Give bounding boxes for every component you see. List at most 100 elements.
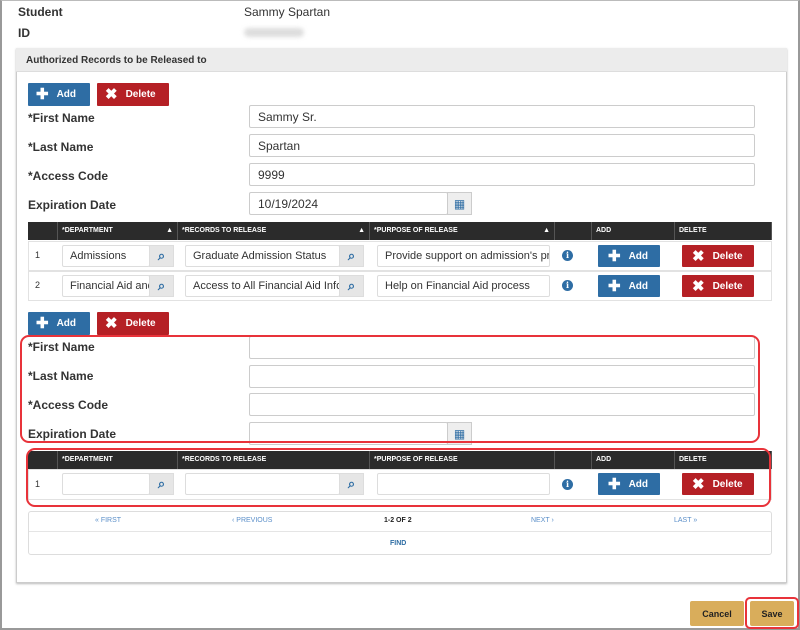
records-input[interactable]: Access to All Financial Aid Information bbox=[185, 275, 340, 297]
col-delete-label: DELETE bbox=[679, 456, 707, 463]
last-name-input-2[interactable] bbox=[249, 365, 755, 388]
col-add-label: ADD bbox=[596, 227, 612, 234]
info-icon[interactable]: i bbox=[562, 478, 573, 490]
expiration-date-label: Expiration Date bbox=[28, 198, 117, 212]
row-delete-button[interactable]: ✖ Delete bbox=[682, 245, 754, 267]
col-purpose[interactable]: *PURPOSE OF RELEASE bbox=[370, 451, 555, 469]
find-link[interactable]: FIND bbox=[390, 540, 407, 547]
col-add: ADD bbox=[592, 222, 675, 240]
info-icon[interactable]: i bbox=[562, 280, 573, 291]
records-input[interactable]: Graduate Admission Status bbox=[185, 245, 340, 267]
purpose-input[interactable]: Provide support on admission's process bbox=[377, 245, 550, 267]
add-label: Add bbox=[628, 280, 649, 292]
col-info bbox=[555, 451, 592, 469]
save-button[interactable]: Save bbox=[750, 601, 794, 626]
highlight-box bbox=[745, 597, 799, 629]
delete-button[interactable]: ✖ Delete bbox=[97, 83, 169, 106]
col-add: ADD bbox=[592, 451, 675, 469]
search-icon[interactable]: ⌕ bbox=[149, 275, 174, 297]
panel-title: Authorized Records to be Released to bbox=[16, 48, 787, 72]
x-icon: ✖ bbox=[692, 247, 705, 265]
row-delete-button[interactable]: ✖ Delete bbox=[682, 473, 754, 495]
student-label: Student bbox=[18, 5, 63, 19]
last-name-input[interactable]: Spartan bbox=[249, 134, 755, 157]
page-status: 1-2 OF 2 bbox=[384, 517, 412, 524]
next-page-link[interactable]: NEXT › bbox=[531, 517, 554, 524]
last-name-label-2: *Last Name bbox=[28, 369, 94, 383]
calendar-icon[interactable]: ▦ bbox=[447, 422, 472, 445]
delete-label: Delete bbox=[712, 250, 743, 262]
add-label: Add bbox=[628, 250, 649, 262]
col-records-label: *RECORDS TO RELEASE bbox=[182, 456, 267, 463]
add-label: Add bbox=[56, 318, 77, 329]
delete-button-2[interactable]: ✖ Delete bbox=[97, 312, 169, 335]
col-add-label: ADD bbox=[596, 456, 612, 463]
first-page-link[interactable]: « FIRST bbox=[95, 517, 122, 524]
col-info bbox=[555, 222, 592, 240]
delete-label: Delete bbox=[712, 280, 743, 292]
delete-label: Delete bbox=[712, 478, 743, 490]
first-name-label-2: *First Name bbox=[28, 340, 95, 354]
cancel-button[interactable]: Cancel bbox=[690, 601, 744, 626]
col-num bbox=[28, 451, 58, 469]
previous-page-link[interactable]: ‹ PREVIOUS bbox=[232, 517, 273, 524]
access-code-label-2: *Access Code bbox=[28, 398, 109, 412]
plus-icon: ✚ bbox=[36, 315, 49, 332]
info-icon[interactable]: i bbox=[562, 250, 573, 261]
department-input[interactable]: Financial Aid and Scholarships bbox=[62, 275, 150, 297]
add-button[interactable]: ✚ Add bbox=[28, 83, 90, 106]
x-icon: ✖ bbox=[692, 277, 705, 295]
pagination bbox=[28, 511, 772, 555]
row-delete-button[interactable]: ✖ Delete bbox=[682, 275, 754, 297]
id-value-blurred bbox=[244, 28, 304, 37]
col-records[interactable]: *RECORDS TO RELEASE ▲ bbox=[178, 222, 370, 240]
col-purpose-label: *PURPOSE OF RELEASE bbox=[374, 456, 458, 463]
purpose-input[interactable] bbox=[377, 473, 550, 495]
col-department[interactable]: *DEPARTMENT ▲ bbox=[58, 222, 178, 240]
plus-icon: ✚ bbox=[36, 86, 49, 103]
expiration-date-input[interactable]: 10/19/2024 bbox=[249, 192, 448, 215]
delete-label: Delete bbox=[125, 89, 156, 100]
col-purpose[interactable]: *PURPOSE OF RELEASE ▲ bbox=[370, 222, 555, 240]
col-records-label: *RECORDS TO RELEASE bbox=[182, 227, 267, 234]
row-number: 1 bbox=[35, 250, 41, 260]
search-icon[interactable]: ⌕ bbox=[339, 275, 364, 297]
col-delete: DELETE bbox=[675, 451, 772, 469]
row-add-button[interactable]: ✚ Add bbox=[598, 473, 660, 495]
col-records[interactable]: *RECORDS TO RELEASE bbox=[178, 451, 370, 469]
col-num bbox=[28, 222, 58, 240]
purpose-input[interactable]: Help on Financial Aid process bbox=[377, 275, 550, 297]
last-name-label: *Last Name bbox=[28, 140, 94, 154]
col-delete-label: DELETE bbox=[679, 227, 707, 234]
divider bbox=[29, 531, 771, 532]
x-icon: ✖ bbox=[105, 315, 118, 332]
search-icon[interactable]: ⌕ bbox=[149, 473, 174, 495]
add-button-2[interactable]: ✚ Add bbox=[28, 312, 90, 335]
department-input[interactable]: Admissions bbox=[62, 245, 150, 267]
col-department-label: *DEPARTMENT bbox=[62, 456, 113, 463]
highlight-box bbox=[26, 448, 771, 507]
row-add-button[interactable]: ✚ Add bbox=[598, 245, 660, 267]
add-label: Add bbox=[628, 478, 649, 490]
x-icon: ✖ bbox=[692, 475, 705, 493]
plus-icon: ✚ bbox=[608, 475, 621, 493]
col-department[interactable]: *DEPARTMENT bbox=[58, 451, 178, 469]
x-icon: ✖ bbox=[105, 86, 118, 103]
add-label: Add bbox=[56, 89, 77, 100]
access-code-input[interactable]: 9999 bbox=[249, 163, 755, 186]
access-code-input-2[interactable] bbox=[249, 393, 755, 416]
row-add-button[interactable]: ✚ Add bbox=[598, 275, 660, 297]
first-name-label: *First Name bbox=[28, 111, 95, 125]
sort-icon: ▲ bbox=[166, 227, 173, 234]
last-page-link[interactable]: LAST » bbox=[674, 517, 698, 524]
calendar-icon[interactable]: ▦ bbox=[447, 192, 472, 215]
search-icon[interactable]: ⌕ bbox=[339, 473, 364, 495]
search-icon[interactable]: ⌕ bbox=[339, 245, 364, 267]
search-icon[interactable]: ⌕ bbox=[149, 245, 174, 267]
col-department-label: *DEPARTMENT bbox=[62, 227, 113, 234]
sort-icon: ▲ bbox=[543, 227, 550, 234]
student-name: Sammy Spartan bbox=[244, 5, 331, 19]
first-name-input[interactable]: Sammy Sr. bbox=[249, 105, 755, 128]
row-number: 2 bbox=[35, 280, 41, 290]
expiration-date-label-2: Expiration Date bbox=[28, 427, 117, 441]
